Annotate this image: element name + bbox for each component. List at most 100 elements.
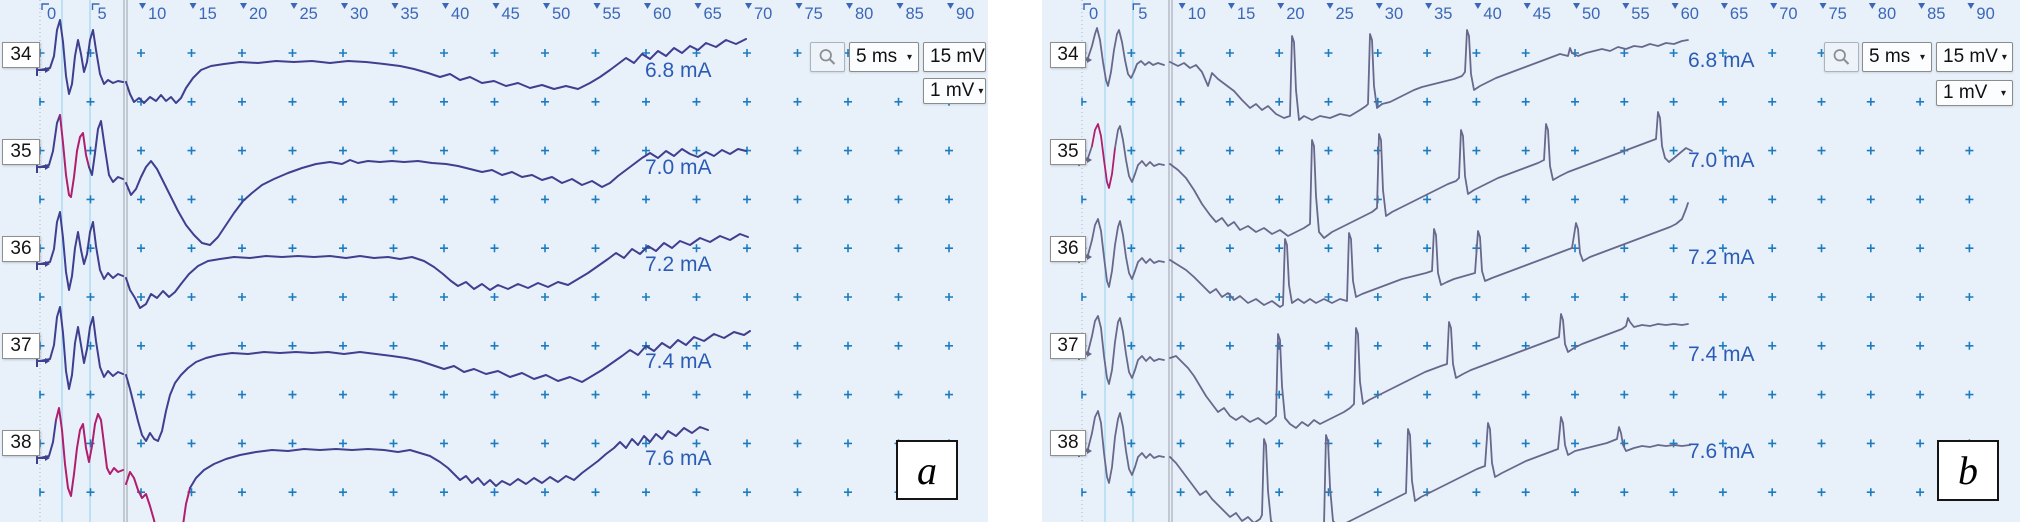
grid-plus-icon xyxy=(743,97,751,106)
grid-marks xyxy=(1081,49,1974,497)
grid-plus-icon xyxy=(743,244,751,253)
channel-box-34[interactable]: 34 xyxy=(2,42,40,68)
secondary-gain-dropdown[interactable]: 1 mV ▾ xyxy=(923,78,986,104)
grid-plus-icon xyxy=(339,49,347,57)
grid-plus-icon xyxy=(591,293,600,301)
grid-plus-icon xyxy=(1472,293,1481,301)
channel-box-34[interactable]: 34 xyxy=(1050,42,1086,68)
ruler-tick-triangle-icon xyxy=(290,3,298,9)
waveform-trace-34 xyxy=(39,19,124,95)
grid-plus-icon xyxy=(1472,49,1481,57)
ruler-tick-label: 40 xyxy=(451,5,469,23)
grid-plus-icon xyxy=(642,293,650,301)
grid-plus-icon xyxy=(1225,146,1234,155)
grid-plus-icon xyxy=(844,293,852,301)
waveform-trace-35 xyxy=(39,114,61,168)
ruler-tick-triangle-icon xyxy=(1868,3,1876,9)
grid-plus-icon xyxy=(1571,293,1579,301)
grid-plus-icon xyxy=(1718,195,1727,204)
channel-box-35[interactable]: 35 xyxy=(2,139,40,165)
ruler-tick-label: 60 xyxy=(653,5,671,23)
grid-plus-icon xyxy=(1472,341,1481,350)
grid-plus-icon xyxy=(187,293,196,301)
grid-plus-icon xyxy=(490,97,499,106)
grid-plus-icon xyxy=(793,439,802,448)
gain-dropdown[interactable]: 15 mV▾ xyxy=(1936,42,2013,72)
grid-plus-icon xyxy=(1127,341,1136,350)
grid-plus-icon xyxy=(1423,341,1432,350)
grid-plus-icon xyxy=(541,195,549,204)
grid-plus-icon xyxy=(894,293,903,301)
ruler-tick-triangle-icon xyxy=(1474,3,1482,9)
timebase-dropdown-label: 5 ms xyxy=(856,46,898,67)
grid-edge-mark-icon xyxy=(1081,97,1087,106)
secondary-gain-dropdown[interactable]: 1 mV ▾ xyxy=(1936,80,2013,106)
grid-plus-icon xyxy=(1571,439,1579,448)
grid-plus-icon xyxy=(1521,341,1530,350)
grid-edge-mark-icon xyxy=(39,244,45,253)
grid-plus-icon xyxy=(1669,341,1678,350)
zoom-tool-button[interactable] xyxy=(1824,42,1859,72)
grid-edge-mark-icon xyxy=(1081,390,1087,399)
ruler-tick-corner-icon xyxy=(41,3,49,10)
grid-plus-icon xyxy=(1916,439,1925,448)
grid-plus-icon xyxy=(1324,341,1333,350)
grid-plus-icon xyxy=(1571,195,1579,204)
grid-plus-icon xyxy=(1423,439,1432,448)
grid-plus-icon xyxy=(1373,439,1382,448)
grid-plus-icon xyxy=(642,439,650,448)
grid-plus-icon xyxy=(137,293,145,301)
grid-plus-icon xyxy=(440,293,448,301)
grid-plus-icon xyxy=(1866,97,1875,106)
ruler-tick-label: 55 xyxy=(1631,5,1649,23)
channel-box-38[interactable]: 38 xyxy=(2,430,40,456)
waveform-trace-38 xyxy=(55,407,124,497)
grid-plus-icon xyxy=(389,244,398,253)
ruler-tick-triangle-icon xyxy=(391,3,399,9)
grid-plus-icon xyxy=(642,390,650,399)
grid-plus-icon xyxy=(1472,390,1481,399)
timebase-dropdown[interactable]: 5 ms ▾ xyxy=(1862,42,1932,72)
grid-plus-icon xyxy=(1176,97,1185,106)
ruler-tick-label: 35 xyxy=(401,5,419,23)
channel-box-37[interactable]: 37 xyxy=(1050,333,1086,359)
waveform-trace-34 xyxy=(1169,29,1689,121)
grid-plus-icon xyxy=(389,293,398,301)
grid-plus-icon xyxy=(1225,97,1234,106)
grid-plus-icon xyxy=(844,195,852,204)
ruler-tick-label: 10 xyxy=(148,5,166,23)
grid-plus-icon xyxy=(137,146,145,155)
ruler-tick-label: 15 xyxy=(1237,5,1255,23)
channel-box-36[interactable]: 36 xyxy=(2,236,40,262)
channel-box-36[interactable]: 36 xyxy=(1050,236,1086,262)
grid-plus-icon xyxy=(793,293,802,301)
grid-plus-icon xyxy=(1127,293,1136,301)
grid-plus-icon xyxy=(1324,244,1333,253)
grid-plus-icon xyxy=(1965,341,1974,350)
grid-edge-mark-icon xyxy=(1081,488,1087,497)
grid-plus-icon xyxy=(1669,293,1678,301)
grid-plus-icon xyxy=(137,341,145,350)
grid-plus-icon xyxy=(1768,488,1777,497)
grid-plus-icon xyxy=(743,488,751,497)
grid-plus-icon xyxy=(1521,244,1530,253)
grid-plus-icon xyxy=(490,146,499,155)
grid-plus-icon xyxy=(1521,49,1530,57)
grid-plus-icon xyxy=(591,244,600,253)
ruler-tick-label: 90 xyxy=(956,5,974,23)
grid-plus-icon xyxy=(1669,195,1678,204)
ruler-tick-label: 35 xyxy=(1434,5,1452,23)
zoom-tool-button[interactable] xyxy=(810,42,845,72)
grid-plus-icon xyxy=(743,49,751,57)
grid-plus-icon xyxy=(945,195,953,204)
channel-box-38[interactable]: 38 xyxy=(1050,430,1086,456)
grid-plus-icon xyxy=(1324,97,1333,106)
waveform-trace-38 xyxy=(39,419,57,459)
grid-edge-mark-icon xyxy=(39,195,45,204)
grid-plus-icon xyxy=(591,390,600,399)
channel-box-37[interactable]: 37 xyxy=(2,333,40,359)
timebase-dropdown[interactable]: 5 ms ▾ xyxy=(849,42,919,72)
ruler-tick-label: 0 xyxy=(1089,5,1098,23)
channel-box-35[interactable]: 35 xyxy=(1050,139,1086,165)
gain-dropdown[interactable]: 15 mV▾ xyxy=(923,42,986,72)
